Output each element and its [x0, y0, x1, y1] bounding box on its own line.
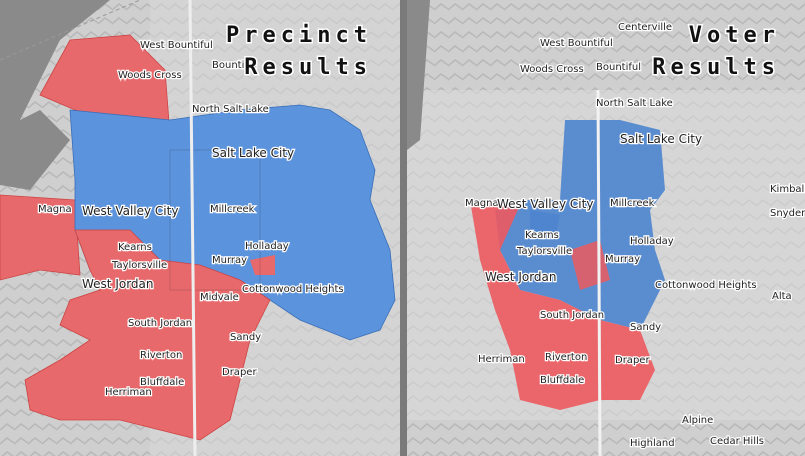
- place-label: Murray: [212, 255, 247, 266]
- place-label: Alpine: [682, 415, 713, 426]
- labels: West Bountiful Bountiful Woods Cross North …: [37, 21, 805, 451]
- place-label: Cottonwood Heights: [655, 280, 757, 291]
- place-label: Millcreek: [610, 198, 655, 209]
- place-label: Millcreek: [210, 204, 255, 215]
- place-label: Snyderville: [770, 208, 805, 219]
- place-label: Riverton: [140, 350, 182, 361]
- place-label: Taylorsville: [516, 246, 572, 257]
- place-label: South Jordan: [128, 318, 192, 329]
- place-label: Woods Cross: [520, 64, 584, 75]
- place-label: Kearns: [525, 230, 559, 241]
- place-label: Holladay: [245, 241, 289, 252]
- place-label: Taylorsville: [111, 260, 167, 271]
- place-label: Holladay: [630, 236, 674, 247]
- place-label: Alta: [772, 291, 792, 302]
- place-label: Sandy: [630, 322, 661, 333]
- place-label: West Bountiful: [540, 38, 613, 49]
- place-label: Draper: [615, 355, 650, 366]
- place-label: Bluffdale: [540, 375, 584, 386]
- place-label: Riverton: [545, 352, 587, 363]
- place-label: Bluffdale: [140, 377, 184, 388]
- place-label: West Jordan: [485, 270, 557, 284]
- left-map: [0, 0, 400, 456]
- place-label: Herriman: [105, 387, 152, 398]
- place-label: West Valley City: [497, 197, 593, 211]
- place-label: North Salt Lake: [192, 104, 269, 115]
- place-label: Kearns: [118, 242, 152, 253]
- place-label: Murray: [605, 254, 640, 265]
- place-label: Bountiful: [596, 62, 641, 73]
- place-label: Cottonwood Heights: [242, 284, 344, 295]
- place-label: West Valley City: [82, 204, 178, 218]
- place-label: South Jordan: [540, 310, 604, 321]
- place-label: Salt Lake City: [212, 146, 294, 160]
- place-label: Centerville: [618, 22, 672, 33]
- place-label: Salt Lake City: [620, 132, 702, 146]
- panel-title: Results: [244, 55, 372, 80]
- place-label: Highland: [630, 438, 675, 449]
- place-label: North Salt Lake: [596, 98, 673, 109]
- place-label: Draper: [222, 367, 257, 378]
- place-label: Sandy: [230, 332, 261, 343]
- place-label: Cedar Hills: [710, 436, 764, 447]
- place-label: Bountiful: [212, 60, 257, 71]
- place-label: Magna: [38, 204, 72, 215]
- panel-title: Results: [652, 55, 780, 80]
- place-label: Woods Cross: [118, 70, 182, 81]
- place-label: Herriman: [478, 354, 525, 365]
- right-map: [407, 0, 805, 456]
- place-label: Magna: [465, 198, 499, 209]
- panel-title: Voter: [689, 23, 780, 48]
- panel-title: Precinct: [226, 23, 372, 48]
- divider: [400, 0, 407, 456]
- place-label: Midvale: [200, 292, 239, 303]
- place-label: West Bountiful: [140, 40, 213, 51]
- place-label: Kimball: [770, 184, 805, 195]
- place-label: West Jordan: [82, 277, 154, 291]
